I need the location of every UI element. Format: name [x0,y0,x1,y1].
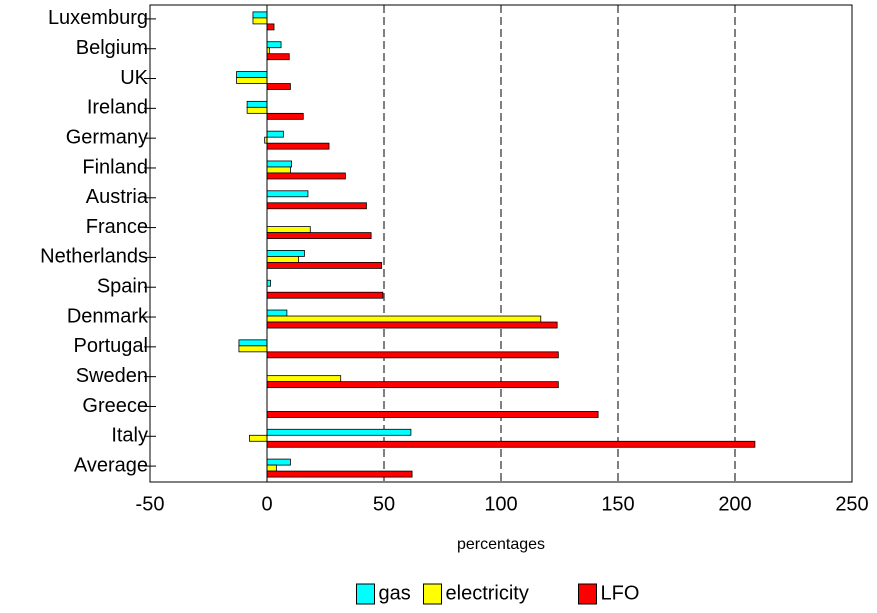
bar [266,23,275,31]
y-tick-label: Netherlands [40,246,148,268]
bar [266,83,291,90]
bar [252,11,268,19]
bar [266,250,305,257]
y-tick-label: Ireland [87,97,148,119]
bar [266,190,309,198]
legend-label: LFO [601,582,640,604]
bar [252,17,268,25]
bar [236,77,268,84]
bar [266,351,559,359]
bar [266,291,384,299]
bar [266,112,304,120]
bar [266,166,291,174]
bar [266,53,290,61]
bar [266,202,367,210]
bar [266,464,277,472]
bar [266,458,291,466]
x-tick-label: 250 [835,493,868,515]
x-tick-label: 150 [601,493,634,515]
y-tick-label: Spain [97,276,148,298]
y-tick-label: UK [120,67,148,89]
y-tick-label: Denmark [67,305,149,327]
bar [246,106,268,114]
bar [266,256,299,263]
bar [249,434,268,442]
bar [266,172,346,180]
y-tick-label: Austria [86,186,149,208]
x-tick-label: 200 [718,493,751,515]
bar [266,41,282,49]
bar [266,321,558,329]
bar [266,470,413,478]
bar [266,428,412,436]
x-tick-label: -50 [136,493,165,515]
y-tick-label: Belgium [76,37,148,59]
bar [236,71,268,78]
y-tick-label: Luxemburg [48,7,148,29]
x-tick-label: 0 [261,493,272,515]
legend-swatch [578,583,597,605]
y-tick-label: Sweden [76,365,148,387]
legend-swatch [423,583,442,605]
y-tick-label: Portugal [74,335,149,357]
bar [238,339,268,347]
bar [266,226,311,233]
bar [238,345,268,353]
bar [266,142,330,150]
y-tick-label: Greece [82,395,148,417]
bar [266,130,284,138]
x-axis-label: percentages [457,536,545,553]
bar [266,381,559,389]
bar [246,100,268,108]
y-tick-label: Average [74,454,148,476]
legend-label: gas [379,582,411,604]
x-tick-label: 100 [484,493,517,515]
bar [266,315,542,323]
y-tick-label: France [86,216,148,238]
bar [266,279,271,287]
legend-swatch [356,583,375,605]
legend-label: electricity [446,582,529,604]
bar [266,262,383,269]
y-tick-label: Germany [66,126,148,148]
bar [266,411,599,418]
bar [266,440,756,448]
y-tick-label: Finland [82,156,148,178]
bar [266,160,292,168]
bar [266,375,342,383]
x-tick-label: 50 [373,493,395,515]
y-tick-label: Italy [111,425,148,447]
bar [266,232,372,239]
bar [266,309,288,317]
